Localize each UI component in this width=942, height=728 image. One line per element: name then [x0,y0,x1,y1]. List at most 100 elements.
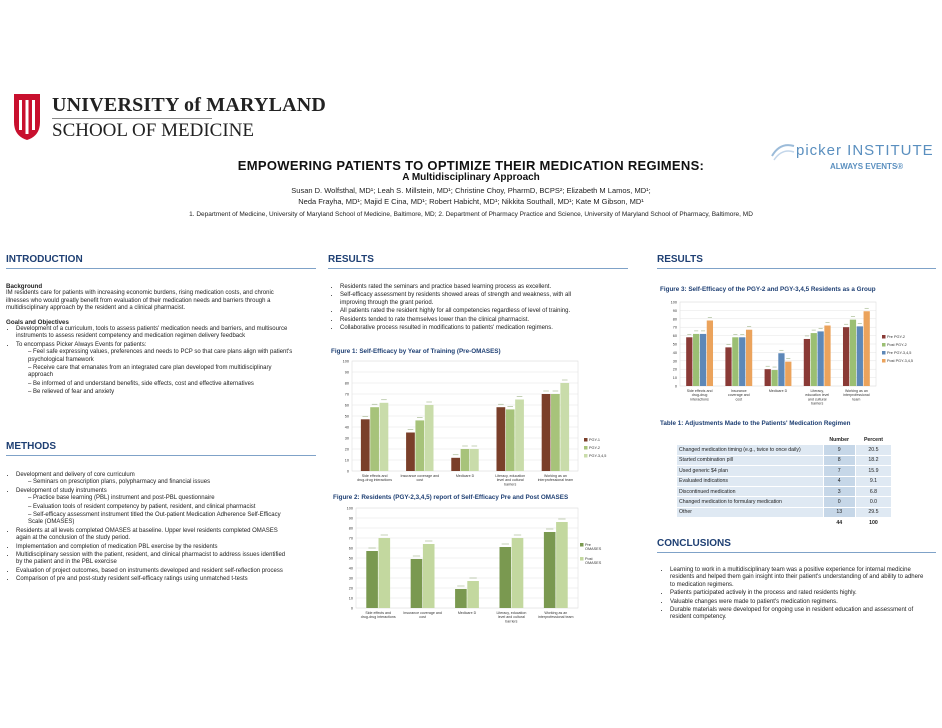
bar [451,457,461,471]
figure-2-chart: 0 10 20 30 40 50 60 70 80 90 100 Side effects and dr… [347,507,602,624]
figure-1-chart: 0 10 20 30 40 50 60 70 80 90 100 Side effects and dr… [343,360,607,487]
bar [366,551,378,608]
table-1-title: Table 1: Adjustments Made to the Patient… [660,420,851,427]
x-tick-label-line: Medicare D [769,389,788,393]
x-tick-label-line: Medicare D [456,474,475,478]
bar [686,337,693,386]
x-tick-label-line: Literacy, education [496,611,526,615]
background-text: IM residents care for patients with incr… [6,290,274,312]
legend-swatch [584,454,588,458]
partner-name: picker INSTITUTE [796,142,934,159]
bar [467,581,479,608]
list-item: Development and delivery of core curricu… [16,472,291,487]
x-tick-label-line: cost [417,478,424,482]
legend-label: Post PGY-2 [887,343,907,347]
x-tick-label-line: barriers [505,619,517,623]
goals-label: Goals and Objectives [6,318,69,326]
list-item: Be informed of and understand benefits, … [28,381,296,388]
affiliations: 1. Department of Medicine, University of… [189,211,753,218]
y-tick-label: 0 [347,470,349,474]
x-tick-label-line: education level [805,393,829,397]
x-tick-label-line: interactions [690,397,709,401]
bar [379,402,389,471]
legend-swatch [584,446,588,450]
y-tick-label: 0 [675,385,677,389]
bar [360,419,370,471]
bar [455,589,467,608]
table-cell: 0 [822,496,856,508]
y-tick-label: 10 [673,376,677,380]
table-total-row: 44 100 [676,517,893,529]
results-body: Residents rated the seminars and practic… [330,284,592,333]
table-cell: 13 [822,506,856,519]
legend-label-line: OMASES [585,561,602,565]
list-item: Residents rated the seminars and practic… [340,284,592,291]
x-tick-label: Working as an interprofessional team [538,611,573,619]
table-cell: 20.5 [854,444,893,456]
legend-label: Post OMASES [585,557,602,565]
list-item: Patients participated actively in the pr… [670,590,928,597]
legend-swatch [580,557,584,561]
method-text: Development of study instruments [16,487,107,494]
bar [856,326,863,386]
poster-title: EMPOWERING PATIENTS TO OPTIMIZE THEIR ME… [237,158,705,173]
x-tick-label: Medicare D [769,389,788,393]
x-tick-label-line: interprofessional team [538,478,573,482]
legend-label-line: Pre [585,543,591,547]
x-tick-label-line: and cultural [808,397,827,401]
table-cell: Started combination pill [676,454,824,467]
table-cell: Evaluated indications [676,475,824,487]
table-cell: Number [822,433,856,446]
x-tick-label-line: drug-drug [692,393,708,397]
y-tick-label: 40 [673,351,677,355]
legend-label: Pre OMASES [585,543,602,551]
legend-label: Post PGY-3,4,5 [887,359,913,363]
bar [499,547,512,608]
y-tick-label: 80 [673,317,677,321]
bar [739,337,746,386]
list-item: Feel safe expressing values, preferences… [28,349,296,364]
bar [422,544,435,608]
legend-label: Pre PGY-3,4,5 [887,351,911,355]
y-tick-label: 20 [345,448,349,452]
bar [424,405,434,471]
x-tick-label-line: level and cultural [497,478,524,482]
authors-line-1: Susan D. Wolfsthal, MD¹; Leah S. Millste… [291,186,651,195]
bar [725,347,732,386]
legend-label: PGY-1 [589,438,600,442]
x-tick-label-line: team [852,397,860,401]
table-cell: Used generic $4 plan [676,465,824,477]
bar [410,559,423,608]
legend-label: PGY-2 [589,446,600,450]
y-tick-label: 30 [349,577,353,581]
legend-label-line: Post [585,557,594,561]
swirl-icon [771,144,795,161]
figure-1-title: Figure 1: Self-Efficacy by Year of Train… [331,348,501,355]
x-tick-label: Side effects and drug-drug interactions [357,474,392,482]
school-name: SCHOOL OF MEDICINE [52,120,254,141]
x-tick-label-line: Working as an [845,389,868,393]
y-tick-label: 100 [343,360,349,364]
y-tick-label: 100 [347,507,353,511]
method-text: Development and delivery of core curricu… [16,472,135,478]
legend-swatch [584,438,588,442]
y-tick-label: 70 [673,326,677,330]
x-tick-label: Medicare D [456,474,475,478]
legend-swatch [882,359,886,363]
x-tick-label: Side effects and drug-drug interactions [361,611,396,619]
table-cell: Changed medication to formulary medicati… [676,496,824,508]
table-cell: Percent [854,433,893,446]
y-tick-label: 0 [351,607,353,611]
bar [745,329,753,386]
list-item: Implementation and completion of medicat… [16,544,291,551]
table-1: Number Percent Changed medication timing (… [676,433,893,529]
list-item: All patients rated the resident highly f… [340,308,592,315]
y-tick-label: 10 [349,597,353,601]
x-tick-label-line: barriers [504,482,516,486]
y-tick-label: 10 [345,459,349,463]
list-item: Self-efficacy assessment by residents sh… [340,292,592,307]
table-row: Discontinued medication 3 6.8 [676,485,893,498]
x-tick-label-line: interprofessional team [538,615,573,619]
results-list: Residents rated the seminars and practic… [330,284,592,332]
institution-name: UNIVERSITY of MARYLAND [52,94,327,116]
